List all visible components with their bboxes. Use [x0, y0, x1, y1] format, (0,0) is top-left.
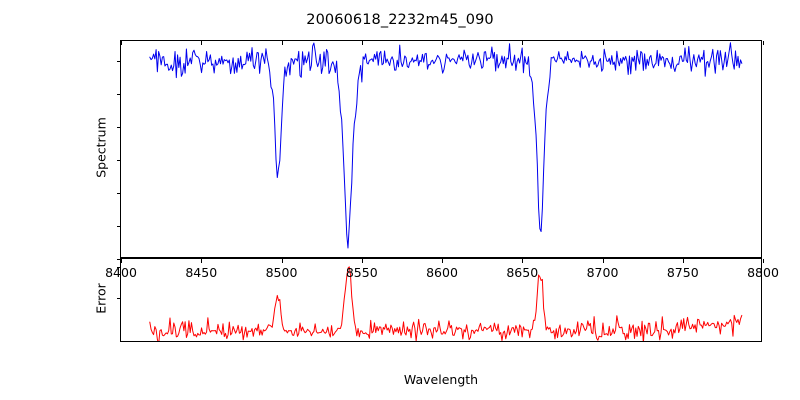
x-tick-label: 8500 [265, 265, 298, 280]
x-tick-mark [442, 259, 443, 263]
error-series-line [121, 259, 761, 341]
x-tick-mark [763, 259, 764, 263]
x-tick-mark [361, 41, 363, 45]
x-axis-label: Wavelength [403, 372, 479, 387]
x-tick-mark [442, 41, 443, 45]
x-tick-label: 8700 [586, 265, 619, 280]
y-tick-mark [117, 225, 121, 227]
y-tick-mark [117, 93, 121, 95]
y-tick-mark [117, 126, 121, 128]
error-plot-area: 0.0200.025 84008450850085508600865087008… [94, 258, 779, 342]
x-tick-mark [522, 41, 524, 45]
x-tick-mark [522, 259, 524, 263]
x-tick-mark [763, 41, 764, 45]
x-tick-label: 8450 [185, 265, 218, 280]
figure-title: 20060618_2232m45_090 [306, 12, 494, 28]
x-tick-label: 8550 [345, 265, 378, 280]
x-tick-mark [121, 259, 122, 263]
spectrum-plot-area: 0.40.50.60.70.80.91.0 Spectrum [94, 40, 764, 260]
y-tick-mark [117, 60, 121, 62]
x-tick-label: 8650 [506, 265, 539, 280]
y-tick-mark [117, 297, 121, 299]
spectrum-y-axis-label: Spectrum [93, 117, 109, 178]
x-tick-mark [201, 41, 203, 45]
x-tick-mark [682, 41, 684, 45]
y-tick-mark [117, 159, 121, 161]
x-tick-mark [602, 41, 604, 45]
y-tick-mark [117, 259, 121, 260]
x-tick-mark [602, 259, 604, 263]
y-tick-mark [117, 192, 121, 194]
spectrum-series-line [121, 41, 761, 257]
y-tick-mark [117, 266, 121, 268]
x-tick-label: 8750 [666, 265, 699, 280]
x-tick-mark [281, 41, 283, 45]
x-tick-label: 8400 [105, 265, 137, 280]
x-tick-mark [201, 259, 203, 263]
x-tick-mark [361, 259, 363, 263]
error-y-axis-label: Error [93, 283, 109, 314]
x-tick-mark [682, 259, 684, 263]
x-tick-label: 8600 [426, 265, 458, 280]
x-tick-mark [281, 259, 283, 263]
x-tick-label: 8800 [747, 265, 779, 280]
x-tick-mark [121, 41, 122, 45]
